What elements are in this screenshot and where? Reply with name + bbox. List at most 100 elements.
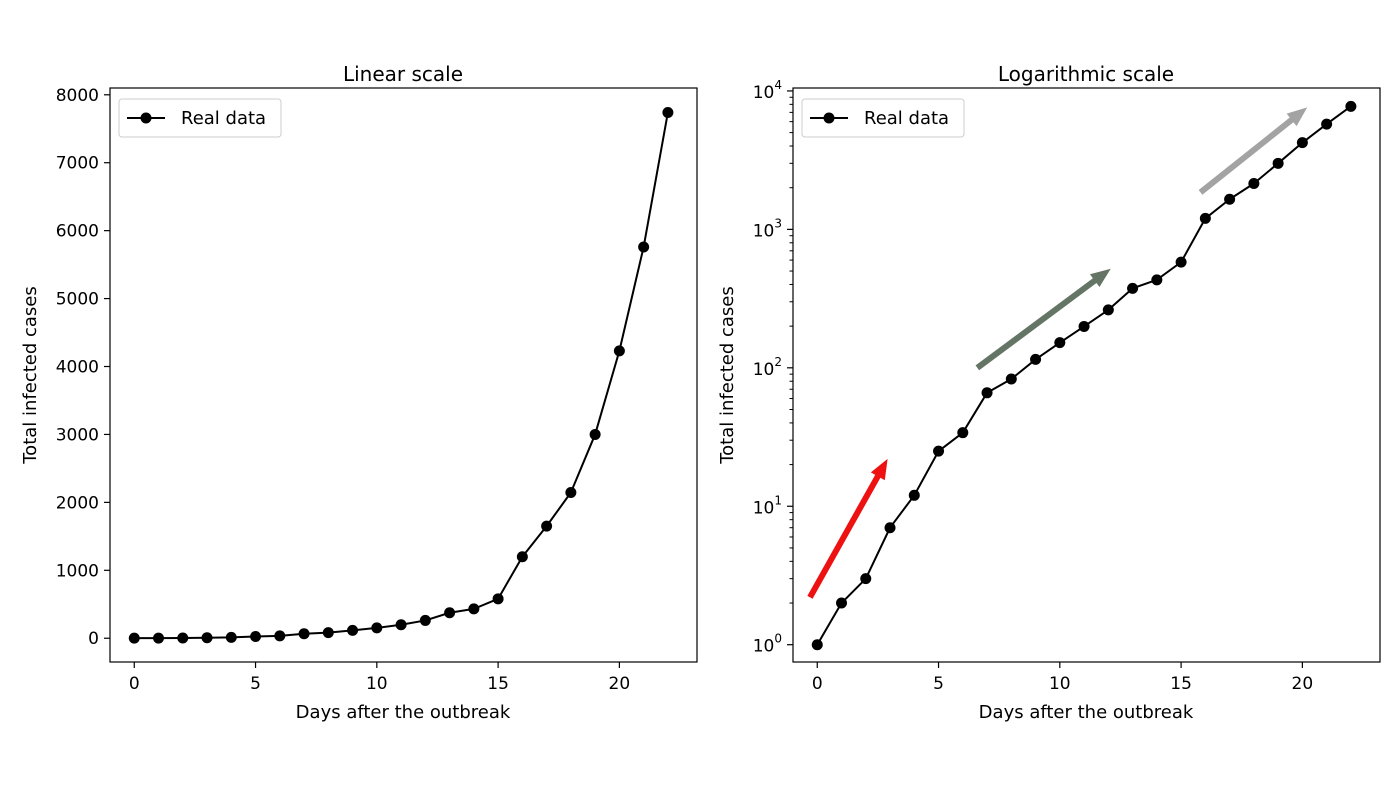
data-point [516,551,528,563]
y-tick-label: 101 [753,493,782,518]
linear-chart: Linear scale 0 5 10 15 20 0 1000 2000 3000 4000 5… [20,62,698,723]
data-point [565,487,577,499]
data-point [981,387,993,399]
data-point [468,603,480,615]
y-tick-label: 3000 [56,425,99,445]
data-point [1078,320,1090,332]
y-axis-ticks: 100 101 102 103 104 [753,78,793,657]
x-tick-label: 5 [933,674,944,694]
x-tick-label: 20 [1292,674,1314,694]
x-tick-label: 5 [250,674,261,694]
data-point [1005,373,1017,385]
data-point [1248,177,1260,189]
data-point [322,627,334,639]
data-point [153,632,165,644]
data-point [128,632,140,644]
x-tick-label: 15 [1170,674,1192,694]
trend-arrow [1198,107,1308,195]
trend-arrow [975,268,1111,371]
arrow-shape [807,458,888,599]
plot-frame [109,87,698,663]
y-tick-label: 103 [753,216,782,241]
data-point [1345,100,1357,112]
data-point [1321,118,1333,130]
y-axis-label: Total infected cases [20,286,41,465]
data-point [1199,212,1211,224]
y-tick-label: 104 [753,78,782,103]
data-point [274,630,286,642]
data-point [933,445,945,457]
y-axis-ticks: 0 1000 2000 3000 4000 5000 6000 7000 8000 [56,86,110,649]
arrow-shape [975,268,1111,371]
data-point [662,106,674,118]
data-point [908,489,920,501]
x-tick-label: 0 [129,674,140,694]
data-point [1272,157,1284,169]
data-point [1296,137,1308,149]
data-point [1030,353,1042,365]
data-point [811,639,823,651]
x-tick-label: 20 [609,674,631,694]
data-point [225,631,237,643]
legend-label: Real data [181,108,266,129]
y-tick-label: 1000 [56,561,99,581]
legend-marker [140,112,152,124]
data-point [395,619,407,631]
data-point [1054,337,1066,349]
x-tick-label: 10 [1049,674,1071,694]
y-tick-label: 4000 [56,358,99,378]
y-tick-label: 0 [88,629,99,649]
y-tick-label: 102 [753,355,782,380]
data-point [541,520,553,532]
plot-frame [792,87,1381,663]
series-line [134,112,669,640]
data-point [884,522,896,534]
y-tick-label: 8000 [56,86,99,106]
y-tick-label: 100 [753,632,782,657]
data-point [957,427,969,439]
legend-box [801,98,965,138]
plot-area [128,106,674,644]
x-axis-ticks: 0 5 10 15 20 [812,662,1313,694]
x-axis-ticks: 0 5 10 15 20 [129,662,630,694]
data-point [638,241,650,253]
data-point [298,628,310,640]
x-tick-label: 10 [366,674,388,694]
legend: Real data [801,98,965,138]
data-point [201,632,213,644]
data-point [1175,256,1187,268]
data-point [1102,304,1114,316]
data-point [444,607,456,619]
x-axis-label: Days after the outbreak [979,702,1194,723]
chart-title: Linear scale [343,62,463,86]
data-point [1151,274,1163,286]
chart-title: Logarithmic scale [998,62,1174,86]
data-point [860,573,872,585]
data-point [1224,193,1236,205]
y-tick-label: 2000 [56,493,99,513]
legend: Real data [118,98,282,138]
series-line [816,105,1352,646]
data-point [177,632,189,644]
y-tick-label: 5000 [56,290,99,310]
data-point [589,428,601,440]
legend-label: Real data [864,108,949,129]
data-point [613,345,625,357]
data-point [419,614,431,626]
x-tick-label: 0 [812,674,823,694]
trend-arrow [807,458,888,599]
legend-box [118,98,282,138]
data-point [371,622,383,634]
data-point [836,597,848,609]
log-chart: Logarithmic scale 0 5 10 15 20 1001011021031… [717,62,1381,723]
x-axis-label: Days after the outbreak [296,702,511,723]
y-tick-label: 7000 [56,154,99,174]
data-point [347,624,359,636]
y-tick-label: 6000 [56,222,99,242]
y-axis-label: Total infected cases [717,286,738,465]
plot-area [807,100,1357,651]
x-tick-label: 15 [487,674,509,694]
data-point [250,631,262,643]
data-point [492,593,504,605]
